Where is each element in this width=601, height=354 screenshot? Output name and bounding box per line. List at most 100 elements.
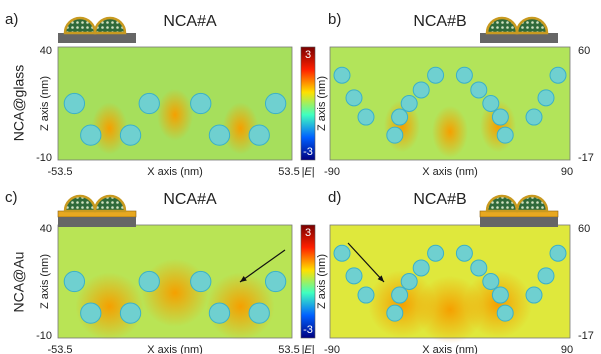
y-axis-label: Z axis (nm) — [39, 76, 51, 131]
particle — [525, 108, 543, 126]
y-tick-label: -10 — [36, 330, 52, 342]
particle — [208, 302, 231, 324]
nanoparticle — [485, 16, 519, 35]
map-frame — [329, 224, 571, 339]
x-tick-label: 53.5 — [278, 344, 299, 354]
particle — [138, 92, 160, 115]
y-axis-label: Z axis (nm) — [39, 254, 51, 309]
map-frame — [57, 224, 293, 339]
substrate — [58, 217, 136, 227]
y-axis-label: Z axis (nm) — [316, 254, 328, 309]
nanoparticle — [93, 16, 127, 35]
particle — [345, 89, 363, 107]
panel-title: NCA#A — [163, 13, 217, 30]
hot-spot — [432, 105, 468, 158]
particle — [525, 286, 543, 304]
arrow-head — [240, 276, 247, 282]
particle — [386, 126, 404, 144]
map-frame — [57, 46, 293, 161]
particle — [427, 66, 445, 84]
particle — [470, 259, 488, 277]
particle — [391, 108, 409, 126]
panel-label: a) — [5, 11, 18, 28]
substrate — [480, 33, 558, 43]
nanoparticle — [63, 194, 97, 213]
x-axis-label: X axis (nm) — [422, 166, 478, 178]
x-tick-label: -53.5 — [47, 344, 72, 354]
y-tick-label: 40 — [40, 223, 52, 235]
particle — [119, 124, 142, 146]
colorbar-max: 3 — [305, 227, 311, 239]
map-frame — [329, 46, 571, 161]
row-label: NCA@Au — [11, 252, 27, 313]
x-axis-label: X axis (nm) — [147, 166, 203, 178]
particle — [264, 92, 287, 115]
x-tick-label: -90 — [324, 166, 340, 178]
particle — [427, 244, 445, 262]
particle — [248, 302, 270, 324]
hot-spot — [368, 270, 436, 339]
particle — [491, 108, 509, 126]
arrow-head — [377, 275, 384, 282]
y-axis-label: Z axis (nm) — [316, 76, 328, 131]
panel-title: NCA#A — [163, 191, 217, 208]
particle — [80, 124, 102, 146]
panel-title: NCA#B — [413, 13, 466, 30]
particle — [357, 108, 375, 126]
particle — [400, 95, 418, 112]
nanoparticle — [93, 194, 127, 213]
nanoparticle — [485, 194, 519, 213]
particle — [470, 81, 488, 99]
arrow — [239, 249, 286, 283]
panel-label: c) — [5, 189, 18, 206]
particle — [400, 273, 418, 290]
hot-spot — [91, 102, 128, 155]
panel-label: b) — [328, 11, 341, 28]
y-tick-label: -17 — [578, 152, 594, 164]
particle — [386, 304, 404, 322]
particle — [549, 244, 567, 262]
particle — [537, 267, 555, 285]
particle — [345, 267, 363, 285]
panel-label: d) — [328, 189, 341, 206]
particle — [482, 95, 500, 112]
particle — [496, 304, 514, 322]
particle — [357, 286, 375, 304]
particle — [496, 126, 514, 144]
y-tick-label: 60 — [578, 45, 590, 57]
hot-spot — [222, 102, 259, 155]
hot-spot — [141, 258, 209, 327]
particle — [412, 81, 430, 99]
particle — [119, 302, 142, 324]
particle — [190, 92, 212, 115]
hot-spot — [464, 270, 532, 339]
y-tick-label: -10 — [36, 152, 52, 164]
x-tick-label: 90 — [561, 166, 573, 178]
colorbar-max: 3 — [305, 49, 311, 61]
nanoparticle — [515, 16, 549, 35]
y-tick-label: -17 — [578, 330, 594, 342]
particle — [138, 270, 160, 293]
x-axis-label: X axis (nm) — [422, 344, 478, 354]
panels: a) NCA#A 40 -10 Z axis (nm) -53.5 53.5 X axis (… — [5, 11, 594, 354]
colorbar-min: -3 — [303, 146, 313, 158]
x-tick-label: 53.5 — [278, 166, 299, 178]
nanoparticle — [63, 16, 97, 35]
panel-title: NCA#B — [413, 191, 466, 208]
particle — [482, 273, 500, 290]
particle — [333, 244, 351, 262]
x-axis-label: X axis (nm) — [147, 344, 203, 354]
particle — [208, 124, 231, 146]
particle — [80, 302, 102, 324]
particle — [549, 66, 567, 84]
particle — [391, 286, 409, 304]
nanoparticle — [515, 194, 549, 213]
substrate — [58, 33, 136, 43]
particle — [264, 270, 287, 293]
colorbar-min: -3 — [303, 324, 313, 336]
particle — [491, 286, 509, 304]
particle — [412, 259, 430, 277]
arrow — [347, 242, 385, 283]
particle — [63, 92, 86, 115]
substrate — [480, 217, 558, 227]
